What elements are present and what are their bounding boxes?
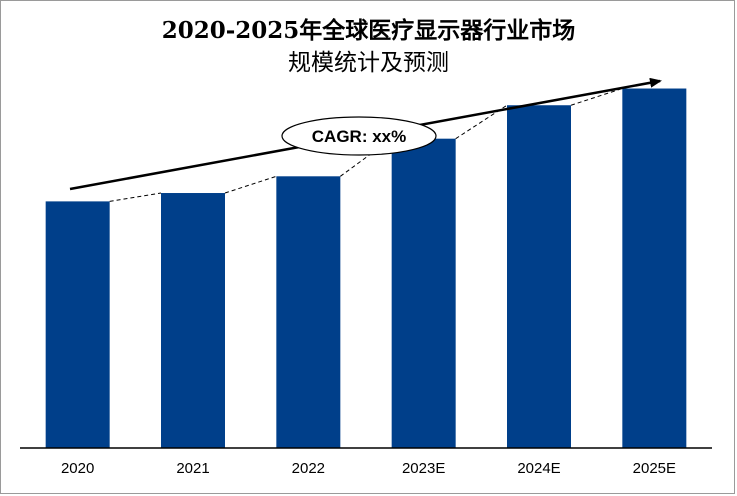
- x-tick-2025E: 2025E: [633, 460, 676, 477]
- x-tick-2023E: 2023E: [402, 460, 445, 477]
- bar-2023E: [391, 138, 456, 448]
- cagr-ellipse: [281, 116, 437, 156]
- x-tick-2020: 2020: [61, 460, 94, 477]
- x-tick-2022: 2022: [292, 460, 325, 477]
- x-tick-2024E: 2024E: [517, 460, 560, 477]
- bar-2020: [45, 201, 110, 448]
- cagr-callout: CAGR: xx%: [281, 116, 437, 156]
- x-tick-2021: 2021: [176, 460, 209, 477]
- bar-2022: [276, 176, 341, 449]
- chart-title: 2020-2025年全球医疗显示器行业市场: [161, 17, 576, 44]
- trend-segment-1: [224, 175, 277, 194]
- bar-2025E: [622, 88, 687, 449]
- trend-segment-4: [570, 88, 623, 106]
- bars-group: [45, 88, 687, 449]
- chart-subtitle: 规模统计及预测: [288, 50, 449, 76]
- trend-segment-0: [109, 192, 162, 202]
- bar-2021: [161, 193, 225, 448]
- x-tick-labels: 2020 2021 2022 2023E 2024E 2025E: [61, 460, 676, 477]
- trend-segment-2: [340, 138, 392, 177]
- cagr-label: CAGR: xx%: [312, 127, 406, 146]
- bar-2024E: [507, 105, 571, 449]
